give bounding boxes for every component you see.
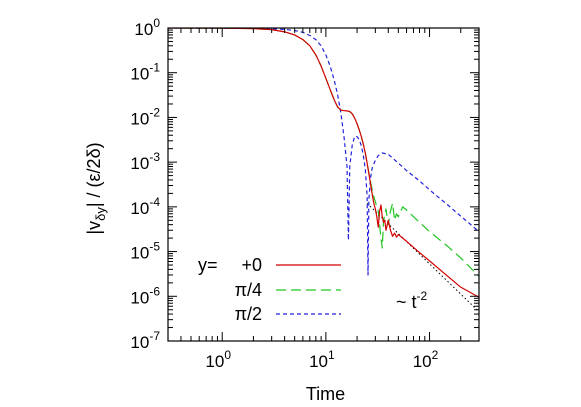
y-tick-label: 10-1 [130,61,160,84]
scaling-annotation: ~ t-2 [396,289,428,312]
series-line [168,28,479,276]
legend-prefix: y= [198,255,218,275]
x-axis-label: Time [306,384,345,404]
y-tick-label: 10-2 [130,105,160,128]
y-tick-label: 10-5 [130,240,160,263]
legend-label: π/2 [235,304,262,324]
y-tick-label: 10-7 [130,329,160,352]
legend-label: π/4 [235,280,262,300]
plot-frame [167,27,480,342]
series-line [168,28,479,277]
legend: y= +0 π/4 π/2 [198,255,341,324]
y-tick-label: 10-6 [130,284,160,307]
x-tick-label: 102 [413,348,439,371]
series-line [168,28,479,298]
y-tick-label: 10-4 [130,195,160,218]
scaling-label: ~ t-2 [396,289,428,312]
x-tick-label: 101 [309,348,335,371]
x-tick-label: 100 [205,348,231,371]
plot-lines [168,28,479,313]
y-tick-label: 10-3 [130,150,160,173]
y-axis-label: |vδy| / (ε/2δ) [84,142,108,234]
axis-ticks: 100 101 102 100 10-1 10-2 10-3 10-4 10-5 10-6 10-7 [130,16,480,371]
legend-label: +0 [241,255,262,275]
y-tick-label: 100 [134,16,160,39]
